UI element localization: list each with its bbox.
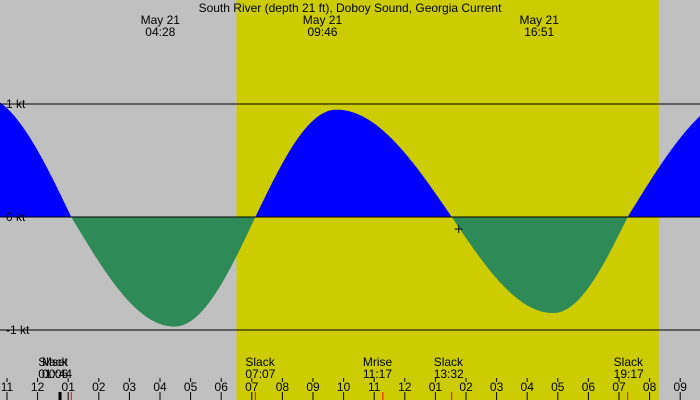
x-tick-label: 10: [337, 380, 351, 394]
event-time-label: 19:17: [614, 367, 644, 381]
x-tick-label: 08: [643, 380, 657, 394]
extreme-time-label: 16:51: [524, 25, 554, 39]
extreme-time-label: 09:46: [307, 25, 337, 39]
ebb-area: [71, 217, 256, 327]
event-label: Mrise: [363, 355, 393, 369]
y-tick-label: -1 kt: [6, 323, 30, 337]
time-marker: [454, 225, 463, 233]
event-time-label: 07:07: [245, 367, 275, 381]
x-tick-label: 12: [398, 380, 412, 394]
flood-area: [0, 102, 72, 217]
x-tick-label: 03: [123, 380, 137, 394]
event-time-label: 11:17: [363, 367, 392, 381]
event-label: Slack: [434, 355, 464, 369]
x-tick-label: 08: [276, 380, 290, 394]
extreme-date-label: May 21: [303, 13, 343, 27]
x-tick-label: 05: [551, 380, 565, 394]
event-label: Slack: [245, 355, 275, 369]
x-tick-label: 04: [153, 380, 167, 394]
extreme-time-label: 04:28: [145, 25, 175, 39]
event-time-label: 00:44: [42, 367, 72, 381]
x-tick-label: 02: [459, 380, 473, 394]
x-tick-label: 11: [1, 380, 14, 394]
x-tick-label: 06: [215, 380, 229, 394]
x-tick-label: 05: [184, 380, 198, 394]
x-tick-label: 06: [582, 380, 596, 394]
event-label: Slack: [38, 355, 68, 369]
y-tick-label: 0 kt: [6, 210, 26, 224]
extreme-date-label: May 21: [520, 13, 560, 27]
event-labels: Mset00:44Slack01:06Slack07:07Mrise11:17S…: [38, 355, 644, 381]
x-tick-label: 12: [31, 380, 45, 394]
chart-title: South River (depth 21 ft), Doboy Sound, …: [199, 1, 502, 15]
x-tick-label: 02: [92, 380, 106, 394]
x-tick-label: 01: [62, 380, 76, 394]
flood-area: [255, 109, 452, 217]
event-label: Mset: [42, 355, 69, 369]
extreme-date-label: May 21: [141, 13, 181, 27]
x-tick-label: 03: [490, 380, 504, 394]
x-tick-label: 01: [429, 380, 443, 394]
flood-area: [627, 116, 700, 217]
x-tick-label: 04: [521, 380, 535, 394]
ebb-area: [451, 217, 628, 313]
y-tick-label: 1 kt: [6, 97, 26, 111]
event-time-label: 13:32: [434, 367, 464, 381]
x-tick-label: 09: [674, 380, 688, 394]
x-tick-label: 11: [368, 380, 381, 394]
x-tick-label: 07: [612, 380, 626, 394]
x-axis: 11 12 01 02 03 04 05 06 07 08 09 10 11 12 01 02 03 04 05 06…: [1, 378, 687, 400]
x-tick-label: 07: [245, 380, 259, 394]
x-tick-label: 09: [306, 380, 320, 394]
current-curve: [0, 102, 700, 327]
event-label: Slack: [614, 355, 644, 369]
event-time-label: 01:06: [38, 367, 68, 381]
y-gridlines: 1 kt 0 kt -1 kt: [0, 97, 700, 337]
